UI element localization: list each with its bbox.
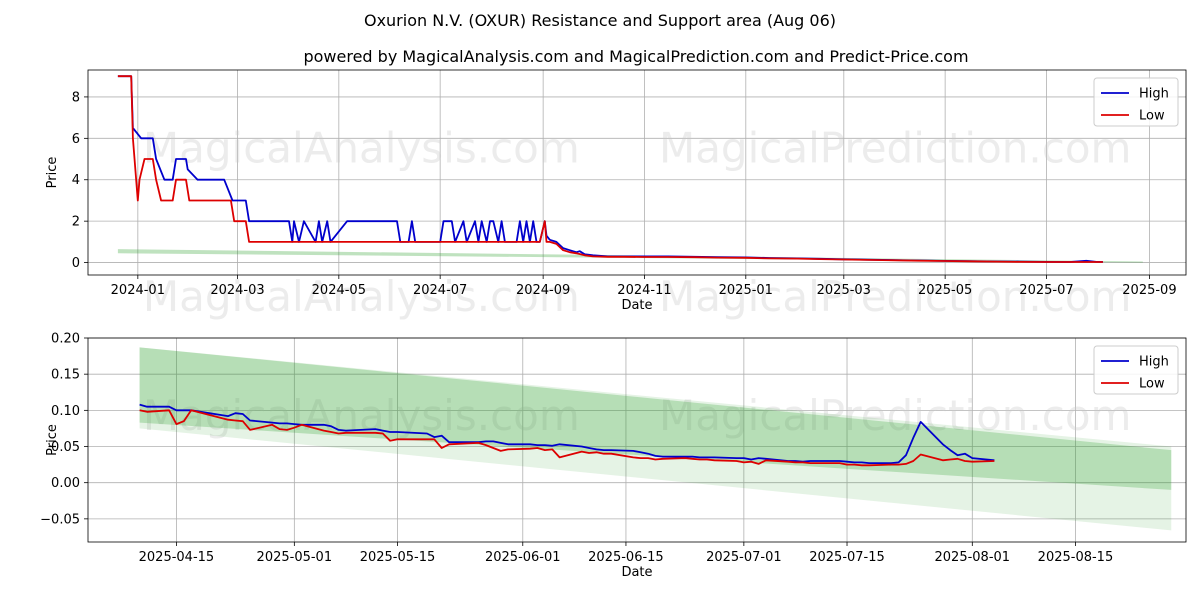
y-tick-label: 0.10	[51, 404, 80, 419]
x-tick-label: 2025-08-01	[935, 550, 1011, 565]
x-tick-label: 2025-05	[918, 283, 972, 298]
x-tick-label: 2025-09	[1122, 283, 1176, 298]
support-resistance-band-outer	[139, 347, 1172, 531]
x-tick-label: 2024-11	[617, 283, 671, 298]
watermark-text: MagicalPrediction.com	[659, 123, 1131, 172]
x-tick-label: 2024-05	[312, 283, 366, 298]
x-axis-label: Date	[621, 565, 652, 580]
x-tick-label: 2025-06-15	[588, 550, 664, 565]
x-tick-label: 2025-06-01	[485, 550, 561, 565]
watermark-text: MagicalPrediction.com	[659, 272, 1131, 321]
watermark-text: MagicalAnalysis.com	[143, 391, 580, 440]
x-tick-label: 2025-07-01	[706, 550, 782, 565]
y-tick-label: 0.20	[51, 332, 80, 347]
legend-label-high: High	[1139, 87, 1169, 102]
y-tick-label: 6	[72, 132, 80, 147]
chart-subtitle: powered by MagicalAnalysis.com and Magic…	[303, 47, 968, 66]
legend-label-low: Low	[1139, 109, 1165, 124]
watermark-text: MagicalAnalysis.com	[143, 272, 580, 321]
x-tick-label: 2024-09	[516, 283, 570, 298]
legend-label-high: High	[1139, 355, 1169, 370]
support-resistance-band-inner	[139, 347, 1172, 490]
watermark-text: MagicalPrediction.com	[659, 391, 1131, 440]
x-tick-label: 2025-04-15	[139, 550, 215, 565]
x-tick-label: 2025-01	[719, 283, 773, 298]
x-tick-label: 2025-05-15	[360, 550, 436, 565]
y-tick-label: 0.00	[51, 476, 80, 491]
y-tick-label: 0.15	[51, 368, 80, 383]
x-tick-label: 2025-07	[1019, 283, 1073, 298]
y-tick-label: 4	[72, 173, 80, 188]
top-chart-panel: MagicalAnalysis.com MagicalPrediction.com…	[45, 69, 1187, 321]
plot-frame	[87, 337, 1187, 543]
y-axis-label: Price	[45, 424, 60, 456]
plot-frame	[87, 69, 1187, 276]
series-line-low	[117, 75, 1103, 263]
x-tick-label: 2025-03	[817, 283, 871, 298]
plot-area: MagicalAnalysis.com MagicalPrediction.com	[117, 75, 1143, 263]
y-tick-label: 0	[72, 256, 80, 271]
y-tick-label: 0.05	[51, 440, 80, 455]
x-tick-label: 2025-05-01	[257, 550, 333, 565]
x-tick-label: 2025-07-15	[809, 550, 885, 565]
x-tick-label: 2024-01	[111, 283, 165, 298]
x-tick-label: 2024-03	[210, 283, 264, 298]
series-line-high	[139, 403, 995, 465]
series-line-low	[139, 409, 995, 467]
y-tick-label: 8	[72, 90, 80, 105]
legend-box	[1093, 77, 1179, 127]
bottom-chart-panel: MagicalAnalysis.com MagicalPrediction.com…	[40, 332, 1187, 580]
legend-label-low: Low	[1139, 377, 1165, 392]
chart-title: Oxurion N.V. (OXUR) Resistance and Suppo…	[364, 11, 836, 30]
y-tick-label: −0.05	[40, 512, 80, 527]
x-axis-label: Date	[621, 298, 652, 313]
legend-box	[1093, 345, 1179, 395]
y-tick-label: 2	[72, 215, 80, 230]
x-tick-label: 2024-07	[413, 283, 467, 298]
plot-area: MagicalAnalysis.com MagicalPrediction.com	[139, 347, 1172, 531]
watermark-text: MagicalAnalysis.com	[143, 123, 580, 172]
y-axis-label: Price	[45, 157, 60, 189]
x-tick-label: 2025-08-15	[1038, 550, 1114, 565]
